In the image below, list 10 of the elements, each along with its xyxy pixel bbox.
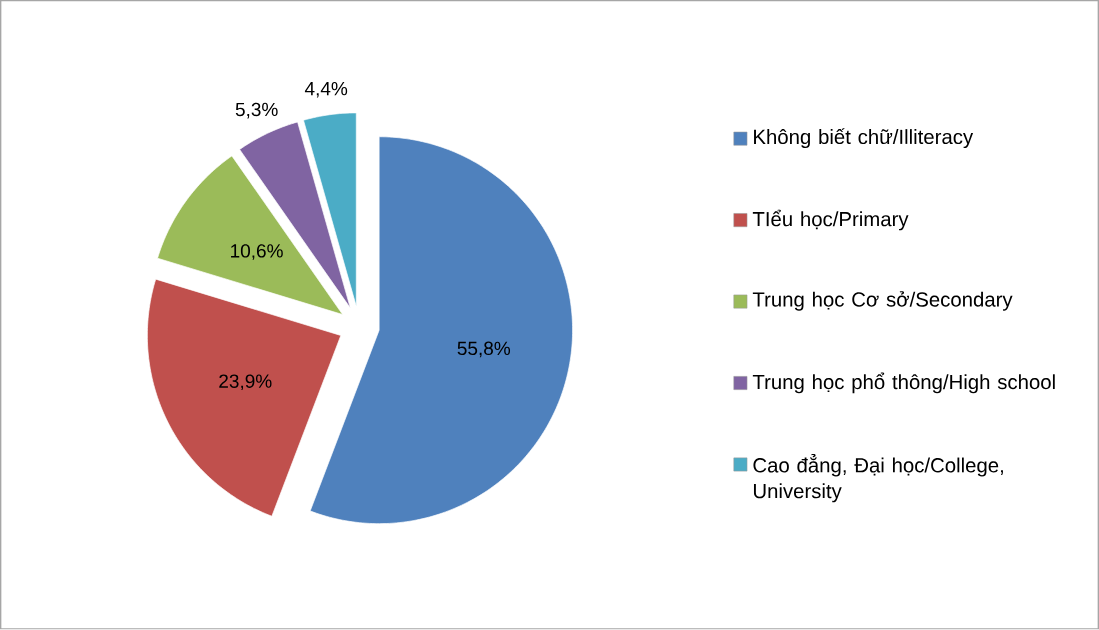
- legend-label: TIểu học/Primary: [752, 209, 909, 231]
- legend-label: Không biết chữ/Illiteracy: [754, 128, 974, 149]
- data-label: 5,3%: [235, 102, 278, 119]
- legend-label: Trung học Cơ sở/Secondary: [752, 291, 1013, 311]
- legend-label: Trung học phổ thông/High school: [752, 372, 1055, 394]
- data-label: 4,4%: [304, 82, 348, 98]
- data-label: 10,6%: [231, 244, 283, 261]
- data-label: 55,8%: [457, 341, 511, 358]
- data-label: 23,9%: [219, 374, 272, 391]
- legend-label: Cao đẳng, Đại học/College, University: [753, 454, 1003, 503]
